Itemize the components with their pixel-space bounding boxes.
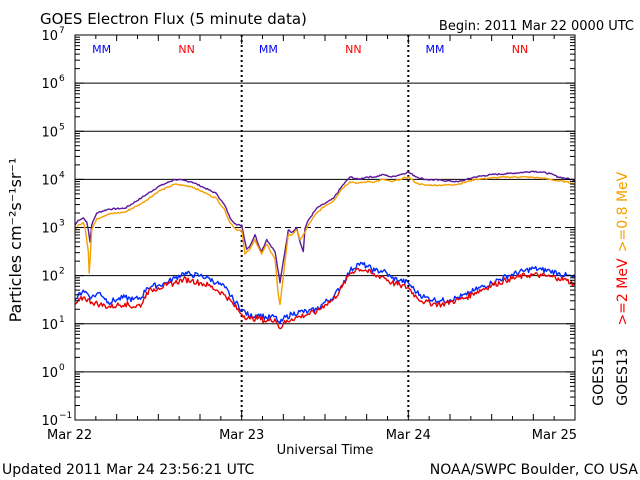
y-tick-label: 10 — [41, 173, 58, 188]
label-ge08-mev: >=0.8 MeV — [615, 171, 631, 252]
label-goes15: GOES15 — [591, 348, 607, 405]
marker-m: MM — [92, 43, 111, 56]
grid-lines — [75, 82, 575, 373]
label-ge2-mev: >=2 MeV — [615, 258, 631, 326]
y-tick-label: 10 — [41, 270, 58, 285]
y-tick-label: 10 — [41, 222, 58, 237]
y-tick-exponent: 2 — [59, 267, 65, 277]
x-tick-labels: Mar 22 Mar 23 Mar 24 Mar 25 — [47, 428, 577, 443]
chart-title: GOES Electron Flux (5 minute data) — [40, 10, 307, 28]
y-tick-exponent: 5 — [59, 122, 65, 132]
y-tick-exponent: 6 — [59, 74, 65, 84]
marker-n: NN — [512, 43, 528, 56]
y-tick-exponent: 0 — [59, 363, 65, 373]
y-tick-exponent: 3 — [59, 219, 65, 229]
y-tick-label: 10 — [41, 125, 58, 140]
y-tick-label: 10 — [41, 318, 58, 333]
marker-n: NN — [178, 43, 194, 56]
y-tick-label: 10 — [41, 29, 58, 44]
x-tick-label: Mar 25 — [532, 428, 577, 443]
marker-m: MM — [426, 43, 445, 56]
begin-date: Begin: 2011 Mar 22 0000 UTC — [439, 19, 634, 34]
y-tick-label: 10 — [41, 366, 58, 381]
y-tick-exponent: 4 — [59, 170, 65, 180]
axis-ticks — [74, 35, 576, 421]
x-tick-label: Mar 22 — [47, 428, 92, 443]
y-axis-label: Particles cm⁻²s⁻¹sr⁻¹ — [6, 158, 25, 323]
label-goes13: GOES13 — [615, 348, 631, 405]
time-markers: MM NN MM NN MM NN — [92, 35, 528, 420]
y-tick-label: 10 — [41, 77, 58, 92]
series-line — [74, 261, 576, 325]
data-source: NOAA/SWPC Boulder, CO USA — [430, 462, 639, 478]
x-axis-label: Universal Time — [277, 443, 374, 458]
x-tick-label: Mar 24 — [386, 428, 431, 443]
series-line — [74, 267, 576, 330]
series-line — [74, 175, 576, 306]
y-tick-label: 10 — [41, 414, 58, 429]
y-tick-exponent: −1 — [59, 411, 72, 421]
series-lines — [74, 170, 576, 330]
marker-m: MM — [259, 43, 278, 56]
y-tick-exponent: 7 — [59, 26, 65, 36]
x-tick-label: Mar 23 — [219, 428, 264, 443]
y-tick-exponent: 1 — [59, 315, 65, 325]
series-line — [74, 170, 576, 284]
marker-n: NN — [345, 43, 361, 56]
updated-timestamp: Updated 2011 Mar 24 23:56:21 UTC — [2, 462, 255, 478]
